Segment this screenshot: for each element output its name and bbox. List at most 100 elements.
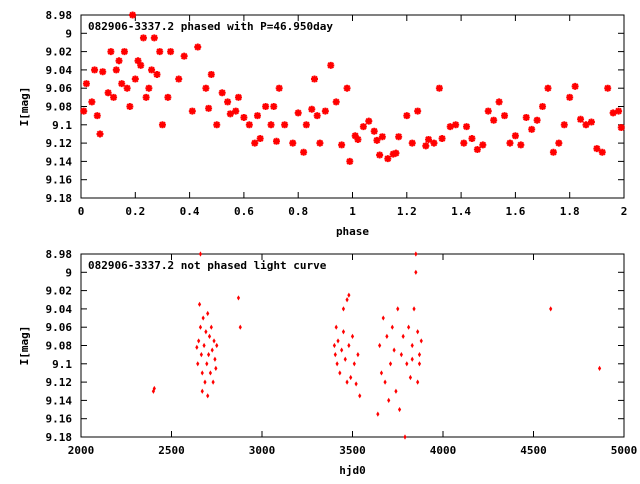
data-point <box>200 388 204 394</box>
data-point <box>414 107 422 115</box>
data-point <box>609 109 617 117</box>
data-point <box>435 84 443 92</box>
data-point <box>197 301 202 307</box>
data-point <box>316 139 324 147</box>
data-point <box>214 365 218 371</box>
data-point <box>394 388 398 394</box>
data-point <box>188 107 196 115</box>
data-point <box>234 93 242 101</box>
data-point <box>522 113 530 121</box>
data-point <box>232 107 240 115</box>
y-tick-label: 9.02 <box>46 285 73 298</box>
data-point <box>528 125 536 133</box>
y-axis-label: I[mag] <box>18 87 31 127</box>
x-tick-label: 1 <box>349 205 356 218</box>
data-point <box>403 112 411 120</box>
data-point <box>414 269 418 275</box>
data-point <box>490 116 498 124</box>
data-point <box>203 379 207 385</box>
x-tick-label: 0.4 <box>180 205 200 218</box>
data-point <box>253 112 261 120</box>
data-point <box>392 149 400 157</box>
data-point <box>129 11 137 19</box>
y-tick-label: 9 <box>65 266 72 279</box>
data-points <box>80 11 625 165</box>
data-point <box>396 306 400 312</box>
data-point <box>267 121 275 129</box>
data-point <box>205 361 209 367</box>
x-tick-label: 1.4 <box>451 205 471 218</box>
data-point <box>327 61 335 69</box>
data-point <box>289 139 297 147</box>
data-point <box>226 110 234 118</box>
x-tick-label: 1.8 <box>560 205 580 218</box>
data-point <box>197 338 201 344</box>
y-axis-label: I[mag] <box>18 326 31 366</box>
data-point <box>582 121 590 129</box>
data-point <box>334 324 338 330</box>
data-point <box>560 121 568 129</box>
y-tick-label: 9.18 <box>46 431 73 444</box>
x-tick-label: 0.2 <box>125 205 145 218</box>
data-point <box>417 361 422 367</box>
data-point <box>495 98 503 106</box>
x-tick-label: 5000 <box>611 444 638 457</box>
data-point <box>598 148 606 156</box>
y-tick-label: 9.12 <box>46 376 73 389</box>
data-point <box>597 365 602 371</box>
data-point <box>180 52 188 60</box>
data-point <box>373 136 381 144</box>
data-point <box>275 84 283 92</box>
data-point <box>549 306 553 312</box>
data-point <box>354 135 362 143</box>
data-point <box>240 113 248 121</box>
data-point <box>341 306 346 312</box>
data-point <box>206 310 210 317</box>
data-point <box>167 48 175 56</box>
data-point <box>198 324 203 330</box>
data-point <box>338 370 342 376</box>
data-point <box>425 135 433 143</box>
data-point <box>416 329 420 335</box>
data-point <box>383 379 387 385</box>
data-point <box>308 105 316 113</box>
data-point <box>91 66 99 74</box>
data-point <box>468 135 476 143</box>
x-tick-label: 1.6 <box>505 205 525 218</box>
data-point <box>517 141 525 149</box>
x-tick-label: 4000 <box>430 444 457 457</box>
y-tick-label: 8.98 <box>46 248 73 261</box>
data-point <box>194 43 202 51</box>
data-point <box>152 385 156 392</box>
data-point <box>336 338 340 344</box>
y-tick-label: 9.04 <box>46 64 73 77</box>
data-point <box>484 107 492 115</box>
data-point <box>365 117 373 125</box>
data-point <box>207 333 212 339</box>
data-point <box>341 329 346 335</box>
data-point <box>587 118 595 126</box>
y-tick-label: 9.06 <box>46 82 73 95</box>
chart-panel-2: 2000 2500 3000 3500 4000 4500 5000 8.98 9 9.02 9.0… <box>18 248 637 477</box>
data-point <box>384 155 392 163</box>
data-point <box>195 344 199 350</box>
data-point <box>419 338 423 344</box>
data-point <box>345 379 349 385</box>
data-point <box>430 139 438 147</box>
data-point <box>397 406 402 413</box>
data-point <box>416 379 420 385</box>
data-point <box>158 121 166 129</box>
data-point <box>213 121 221 129</box>
data-point <box>376 411 380 417</box>
x-tick-label: 0 <box>78 205 85 218</box>
data-point <box>209 324 213 330</box>
data-point <box>204 329 208 335</box>
data-point <box>236 295 241 301</box>
data-point <box>120 48 128 56</box>
data-point <box>148 66 156 74</box>
y-tick-label: 8.98 <box>46 9 73 22</box>
data-point <box>164 93 172 101</box>
data-point <box>417 352 422 358</box>
data-point <box>153 70 161 78</box>
data-point <box>139 34 147 42</box>
